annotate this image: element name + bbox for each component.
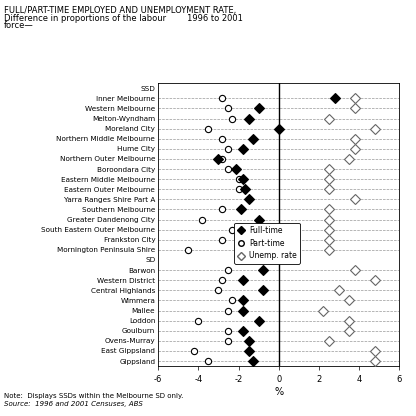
Legend: Full-time, Part-time, Unemp. rate: Full-time, Part-time, Unemp. rate xyxy=(234,223,300,264)
Text: force—: force— xyxy=(4,21,34,30)
X-axis label: %: % xyxy=(274,387,283,397)
Text: Source:  1996 and 2001 Censuses, ABS: Source: 1996 and 2001 Censuses, ABS xyxy=(4,401,143,407)
Text: FULL/PART-TIME EMPLOYED AND UNEMPLOYMENT RATE,: FULL/PART-TIME EMPLOYED AND UNEMPLOYMENT… xyxy=(4,6,236,15)
Text: Note:  Displays SSDs within the Melbourne SD only.: Note: Displays SSDs within the Melbourne… xyxy=(4,393,183,399)
Text: Difference in proportions of the labour        1996 to 2001: Difference in proportions of the labour … xyxy=(4,14,243,23)
